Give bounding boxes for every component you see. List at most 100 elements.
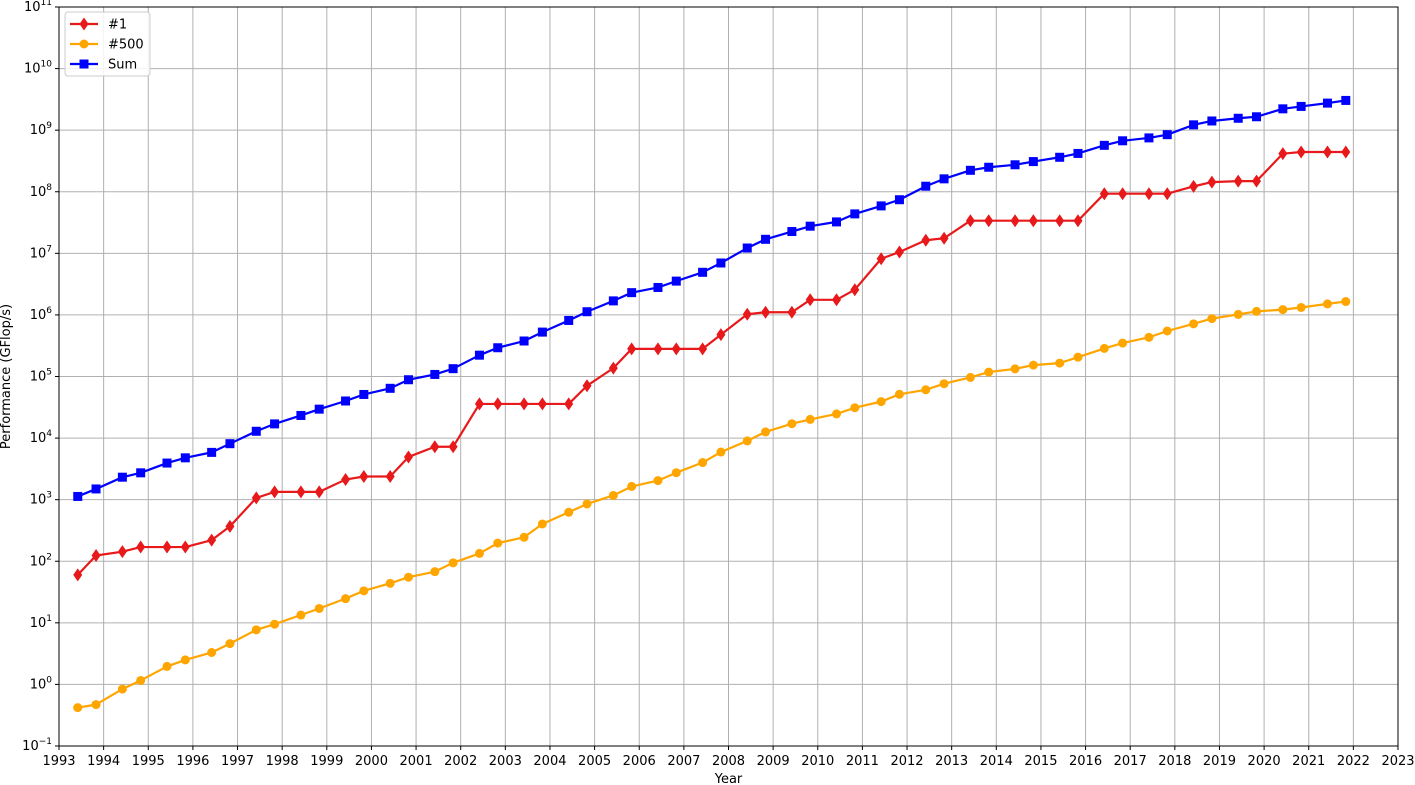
y-axis-title: Performance (GFlop/s) — [0, 304, 14, 449]
data-point-rank500 — [1162, 326, 1172, 336]
series-line-rank1 — [76, 150, 1346, 576]
x-tick-label: 2009 — [757, 754, 790, 769]
y-tick-exponent: 1 — [46, 614, 52, 624]
data-point-rank500 — [1233, 309, 1243, 319]
x-tick-label: 2003 — [489, 754, 522, 769]
data-point-sum — [965, 165, 975, 175]
data-point-rank500 — [921, 385, 931, 395]
x-tick-label: 1995 — [132, 754, 165, 769]
data-point-sum — [270, 419, 280, 429]
y-tick-base: 10 — [22, 739, 39, 754]
data-point-sum — [608, 296, 618, 306]
data-point-rank500 — [939, 379, 949, 389]
x-tick-label: 2004 — [533, 754, 566, 769]
data-point-sum — [1341, 95, 1351, 105]
data-point-rank1 — [761, 305, 771, 319]
x-tick-label: 2000 — [355, 754, 388, 769]
y-tick-exponent: 11 — [41, 0, 52, 8]
x-tick-label: 2010 — [801, 754, 834, 769]
data-point-rank1 — [341, 473, 351, 487]
data-point-rank1 — [519, 397, 529, 411]
data-point-sum — [564, 315, 574, 325]
x-tick-label: 2021 — [1292, 754, 1325, 769]
data-point-rank1 — [474, 397, 484, 411]
data-point-rank500 — [385, 578, 395, 588]
x-tick-label: 2017 — [1114, 754, 1147, 769]
data-point-sum — [403, 375, 413, 385]
y-tick-exponent: 9 — [46, 121, 52, 131]
data-point-rank1 — [876, 252, 886, 266]
data-point-rank1 — [1118, 187, 1128, 201]
x-tick-label: 2012 — [890, 754, 923, 769]
data-point-sum — [91, 484, 101, 494]
x-tick-label: 2001 — [400, 754, 433, 769]
data-point-sum — [314, 404, 324, 414]
data-point-rank500 — [1322, 299, 1332, 309]
data-point-rank1 — [805, 293, 815, 307]
data-point-rank500 — [493, 538, 503, 548]
data-point-rank500 — [1055, 358, 1065, 368]
data-point-rank500 — [314, 603, 324, 613]
series-line-sum — [77, 99, 1346, 498]
data-point-rank500 — [984, 367, 994, 377]
data-point-rank1 — [385, 469, 395, 483]
y-tick-exponent: 7 — [46, 244, 52, 254]
data-point-rank500 — [627, 481, 637, 491]
data-point-sum — [1055, 152, 1065, 162]
data-point-rank500 — [359, 586, 369, 596]
data-point-rank500 — [117, 684, 127, 694]
data-point-rank1 — [787, 305, 797, 319]
data-point-rank1 — [1322, 145, 1332, 159]
grid — [58, 6, 1399, 747]
y-tick-exponent: −1 — [39, 737, 52, 747]
x-tick-label: 2015 — [1024, 754, 1057, 769]
data-point-rank500 — [1207, 314, 1217, 324]
y-tick-label: 108 — [30, 183, 53, 200]
x-tick-label: 1999 — [310, 754, 343, 769]
series-rank1 — [73, 145, 1351, 582]
data-point-rank1 — [582, 379, 592, 393]
data-point-rank500 — [1073, 352, 1083, 362]
data-point-rank500 — [742, 436, 752, 446]
x-tick-label: 1998 — [266, 754, 299, 769]
x-tick-label: 2023 — [1381, 754, 1414, 769]
data-point-rank1 — [73, 568, 83, 582]
data-point-rank500 — [270, 619, 280, 629]
data-point-rank500 — [1252, 306, 1262, 316]
data-point-rank500 — [805, 414, 815, 424]
x-tick-label: 2014 — [980, 754, 1013, 769]
data-point-rank500 — [876, 397, 886, 407]
data-point-rank1 — [1189, 179, 1199, 193]
y-tick-exponent: 0 — [46, 675, 52, 685]
data-point-sum — [225, 439, 235, 449]
x-tick-label: 2018 — [1158, 754, 1191, 769]
data-point-rank500 — [1278, 305, 1288, 315]
y-tick-base: 10 — [30, 493, 47, 508]
data-point-rank1 — [430, 440, 440, 454]
data-point-rank500 — [1341, 297, 1351, 307]
y-tick-base: 10 — [30, 185, 47, 200]
y-tick-base: 10 — [30, 677, 47, 692]
data-point-sum — [296, 410, 306, 420]
legend-label-rank1: #1 — [108, 18, 127, 33]
data-point-rank1 — [403, 450, 413, 464]
data-point-sum — [1322, 98, 1332, 108]
data-point-rank1 — [225, 519, 235, 533]
data-point-sum — [653, 282, 663, 292]
y-tick-exponent: 4 — [46, 429, 52, 439]
data-point-rank1 — [91, 548, 101, 562]
data-point-rank500 — [1118, 338, 1128, 348]
data-point-sum — [180, 453, 190, 463]
series-sum — [73, 95, 1351, 501]
x-axis-title: Year — [714, 772, 743, 785]
data-point-sum — [1144, 133, 1154, 143]
data-point-rank500 — [671, 468, 681, 478]
data-point-sum — [1162, 130, 1172, 140]
data-point-sum — [984, 162, 994, 172]
data-point-rank1 — [1207, 175, 1217, 189]
data-point-sum — [1296, 101, 1306, 111]
data-point-rank500 — [180, 655, 190, 665]
x-tick-label: 2011 — [846, 754, 879, 769]
data-point-rank1 — [1010, 214, 1020, 228]
data-point-rank1 — [1278, 147, 1288, 161]
